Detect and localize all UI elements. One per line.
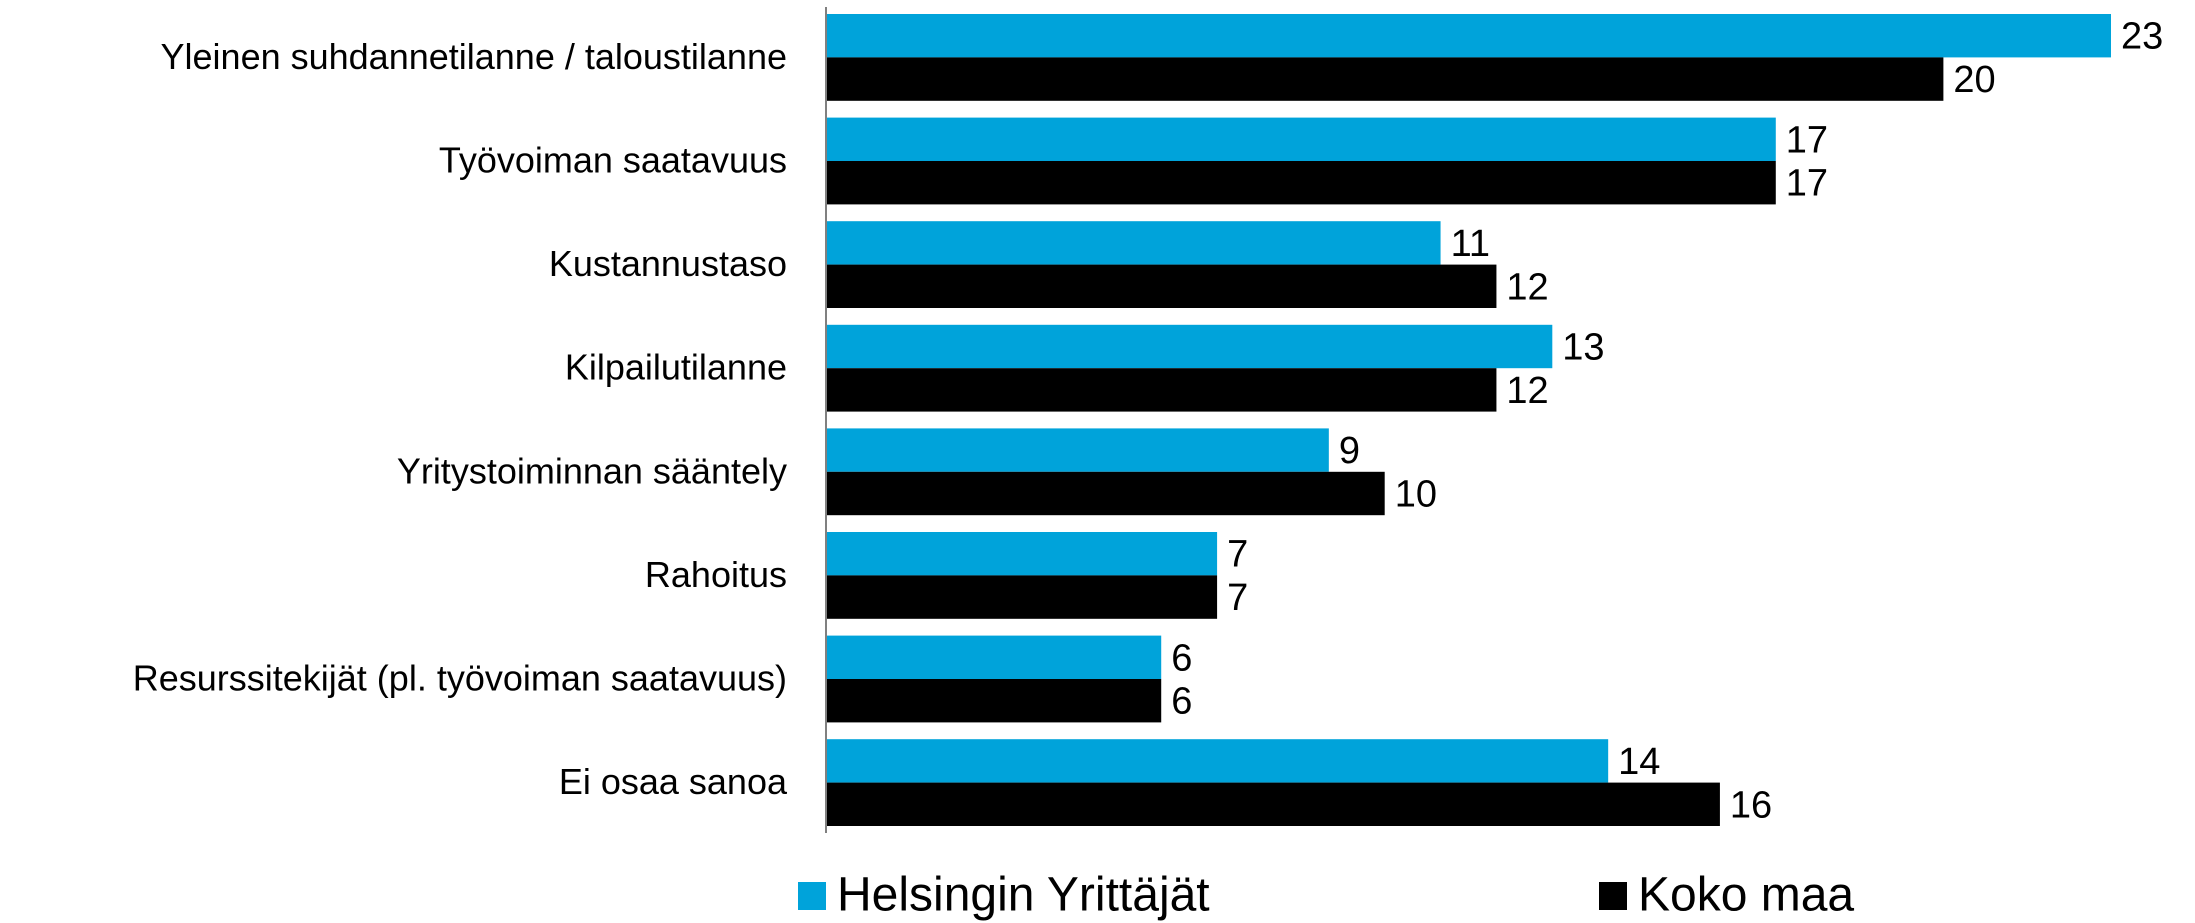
bar — [826, 428, 1329, 472]
bar — [826, 782, 1720, 826]
legend-swatch — [798, 882, 826, 910]
value-label: 16 — [1730, 784, 1772, 826]
bar — [826, 368, 1497, 412]
category-label: Yritystoiminnan sääntely — [397, 450, 787, 491]
bar — [826, 57, 1944, 101]
value-label: 23 — [2121, 16, 2163, 58]
bar — [826, 161, 1776, 205]
value-label: 7 — [1227, 577, 1248, 619]
value-label: 6 — [1171, 637, 1192, 679]
value-label: 12 — [1506, 370, 1548, 412]
bar — [826, 471, 1385, 516]
value-label: 13 — [1562, 327, 1604, 369]
bar — [826, 324, 1553, 369]
legend-swatch — [1599, 882, 1627, 910]
category-label: Rahoitus — [645, 554, 787, 595]
value-label: 12 — [1506, 266, 1548, 308]
bar — [826, 635, 1162, 679]
value-label: 20 — [1953, 59, 1995, 101]
bar — [826, 14, 2111, 58]
value-label: 11 — [1451, 223, 1490, 265]
value-label: 9 — [1339, 430, 1360, 472]
category-label: Yleinen suhdannetilanne / taloustilanne — [161, 36, 787, 77]
bar — [826, 575, 1218, 619]
value-label: 17 — [1786, 163, 1828, 205]
bar — [826, 221, 1441, 265]
value-label: 10 — [1395, 474, 1437, 516]
category-label: Ei osaa sanoa — [559, 761, 788, 802]
value-label: 6 — [1171, 681, 1192, 723]
bar — [826, 117, 1776, 161]
legend-label: Helsingin Yrittäjät — [837, 869, 1210, 922]
bar — [826, 532, 1218, 576]
category-label: Kustannustaso — [549, 243, 787, 284]
value-label: 17 — [1786, 119, 1828, 161]
category-label: Kilpailutilanne — [565, 347, 787, 388]
value-label: 14 — [1618, 741, 1660, 783]
bar — [826, 739, 1609, 783]
bar — [826, 264, 1497, 308]
category-label: Resurssitekijät (pl. työvoiman saatavuus… — [133, 658, 787, 699]
legend-label: Koko maa — [1638, 869, 1854, 922]
category-label: Työvoiman saatavuus — [439, 140, 787, 181]
value-label: 7 — [1227, 534, 1248, 576]
bar — [826, 679, 1162, 723]
